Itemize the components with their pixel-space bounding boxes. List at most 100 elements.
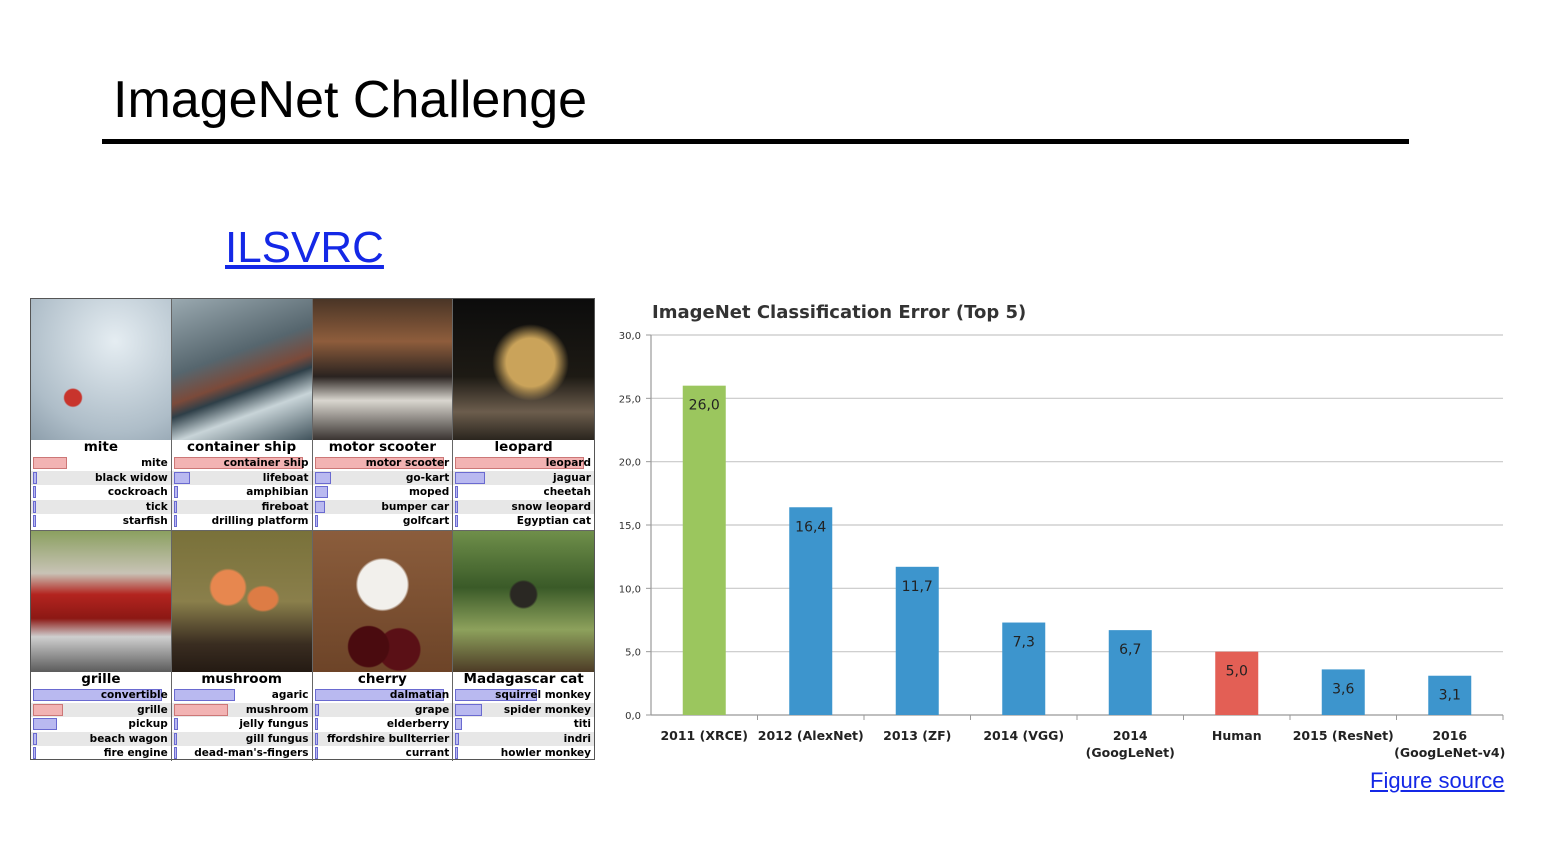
prediction-label: fireboat	[261, 500, 309, 513]
example-cell: container ship container ship lifeboat amph…	[171, 299, 313, 530]
ilsvrc-link[interactable]: ILSVRC	[225, 223, 384, 272]
prediction-label: lifeboat	[262, 471, 309, 484]
prediction-label: bumper car	[381, 500, 450, 513]
prediction-row: mushroom	[171, 702, 312, 718]
prediction-score-bar	[33, 515, 36, 528]
prediction-label: grape	[414, 703, 450, 716]
prediction-score-bar	[314, 515, 318, 528]
leopard-photo	[453, 299, 594, 440]
prediction-label: Egyptian cat	[516, 515, 591, 528]
prediction-label: gill fungus	[245, 732, 309, 745]
prediction-row: convertible	[31, 688, 171, 703]
prediction-label: black widow	[94, 471, 168, 484]
example-cell: mite mite black widow cockroach tick starfish	[31, 299, 172, 530]
ground-truth-label: mite	[83, 439, 119, 455]
prediction-row: pickup	[31, 717, 171, 732]
x-tick-label: (GoogLeNet)	[1086, 745, 1175, 760]
prediction-label: spider monkey	[503, 703, 591, 716]
prediction-score-bar	[33, 471, 38, 484]
prediction-score-bar	[314, 471, 331, 484]
prediction-label: squirrel monkey	[495, 689, 591, 701]
example-cell: leopard leopard jaguar cheetah snow leopard E…	[453, 299, 594, 530]
prediction-label: pickup	[128, 718, 168, 731]
prediction-score-bar	[173, 500, 177, 513]
prediction-label: jaguar	[553, 471, 591, 484]
prediction-score-bar	[314, 457, 444, 469]
prediction-score-bar	[455, 486, 459, 499]
prediction-score-bar	[173, 471, 191, 484]
prediction-row: go-kart	[312, 470, 453, 486]
madagascar-cat-photo	[453, 531, 594, 672]
prediction-row: cockroach	[31, 485, 171, 500]
prediction-row: moped	[313, 485, 453, 500]
prediction-list: dalmatian grape elderberry ffordshire bullt…	[312, 688, 453, 761]
prediction-list: mite black widow cockroach tick starfish	[31, 456, 171, 530]
prediction-row: drilling platform	[172, 514, 312, 529]
prediction-row: agaric	[172, 688, 312, 703]
prediction-label: mushroom	[245, 703, 309, 716]
y-tick-label: 10,0	[619, 584, 641, 595]
prediction-score-bar	[173, 457, 303, 469]
y-tick-label: 5,0	[625, 648, 641, 659]
prediction-row: indri	[453, 731, 594, 747]
chart-title: ImageNet Classification Error (Top 5)	[652, 302, 1026, 323]
bar	[1002, 622, 1046, 715]
example-cell: cherry dalmatian grape elderberry ffordshire…	[312, 530, 454, 761]
prediction-score-bar	[314, 747, 318, 760]
prediction-label: starfish	[122, 515, 168, 528]
prediction-score-bar	[455, 703, 483, 716]
prediction-score-bar	[173, 718, 178, 731]
bar	[682, 385, 726, 715]
prediction-score-bar	[173, 747, 177, 760]
grille-photo	[31, 531, 171, 672]
prediction-score-bar	[455, 457, 585, 469]
prediction-score-bar	[33, 703, 63, 716]
prediction-label: ffordshire bullterrier	[326, 732, 450, 745]
prediction-label: titi	[573, 718, 591, 731]
prediction-row: spider monkey	[453, 702, 594, 718]
x-tick-label: 2015 (ResNet)	[1293, 728, 1394, 743]
prediction-row: snow leopard	[453, 499, 594, 515]
bar	[1321, 669, 1365, 715]
prediction-label: agaric	[271, 689, 309, 701]
bar	[1428, 675, 1472, 715]
ground-truth-label: motor scooter	[328, 439, 437, 455]
bar	[895, 566, 939, 715]
prediction-list: container ship lifeboat amphibian fireboat d…	[171, 456, 312, 530]
x-tick-label: 2011 (XRCE)	[660, 728, 748, 743]
data-label: 5,0	[1226, 664, 1248, 680]
ground-truth-label: grille	[81, 671, 121, 687]
figure-source-link[interactable]: Figure source	[1370, 768, 1505, 793]
prediction-row: container ship	[172, 456, 312, 471]
x-tick-label: 2014 (VGG)	[983, 728, 1064, 743]
prediction-label: jelly fungus	[239, 718, 309, 731]
ground-truth-label: cherry	[357, 671, 407, 687]
prediction-label: golfcart	[402, 515, 450, 528]
prediction-score-bar	[314, 500, 326, 513]
prediction-label: grille	[137, 703, 168, 716]
prediction-score-bar	[33, 500, 36, 513]
prediction-row: dalmatian	[313, 688, 453, 703]
prediction-score-bar	[33, 486, 36, 499]
prediction-row: mite	[31, 456, 171, 471]
prediction-score-bar	[173, 732, 177, 745]
prediction-label: moped	[408, 486, 450, 499]
prediction-score-bar	[314, 718, 318, 731]
prediction-list: agaric mushroom jelly fungus gill fungus dea…	[171, 688, 312, 761]
prediction-row: cheetah	[453, 485, 594, 500]
slide-title: ImageNet Challenge	[113, 71, 588, 129]
example-cell: Madagascar cat squirrel monkey spider monk…	[453, 530, 594, 761]
prediction-row: jelly fungus	[172, 717, 312, 732]
data-label: 7,3	[1013, 635, 1035, 651]
prediction-score-bar	[314, 732, 318, 745]
data-label: 3,6	[1332, 681, 1354, 697]
y-tick-label: 15,0	[619, 521, 641, 532]
prediction-score-bar	[33, 689, 163, 701]
example-cell: motor scooter motor scooter go-kart moped bu…	[312, 299, 454, 530]
prediction-score-bar	[314, 689, 444, 701]
prediction-score-bar	[173, 689, 235, 701]
prediction-row: Egyptian cat	[453, 514, 594, 529]
prediction-score-bar	[455, 471, 486, 484]
x-tick-label: 2016	[1432, 728, 1467, 743]
prediction-score-bar	[314, 486, 329, 499]
